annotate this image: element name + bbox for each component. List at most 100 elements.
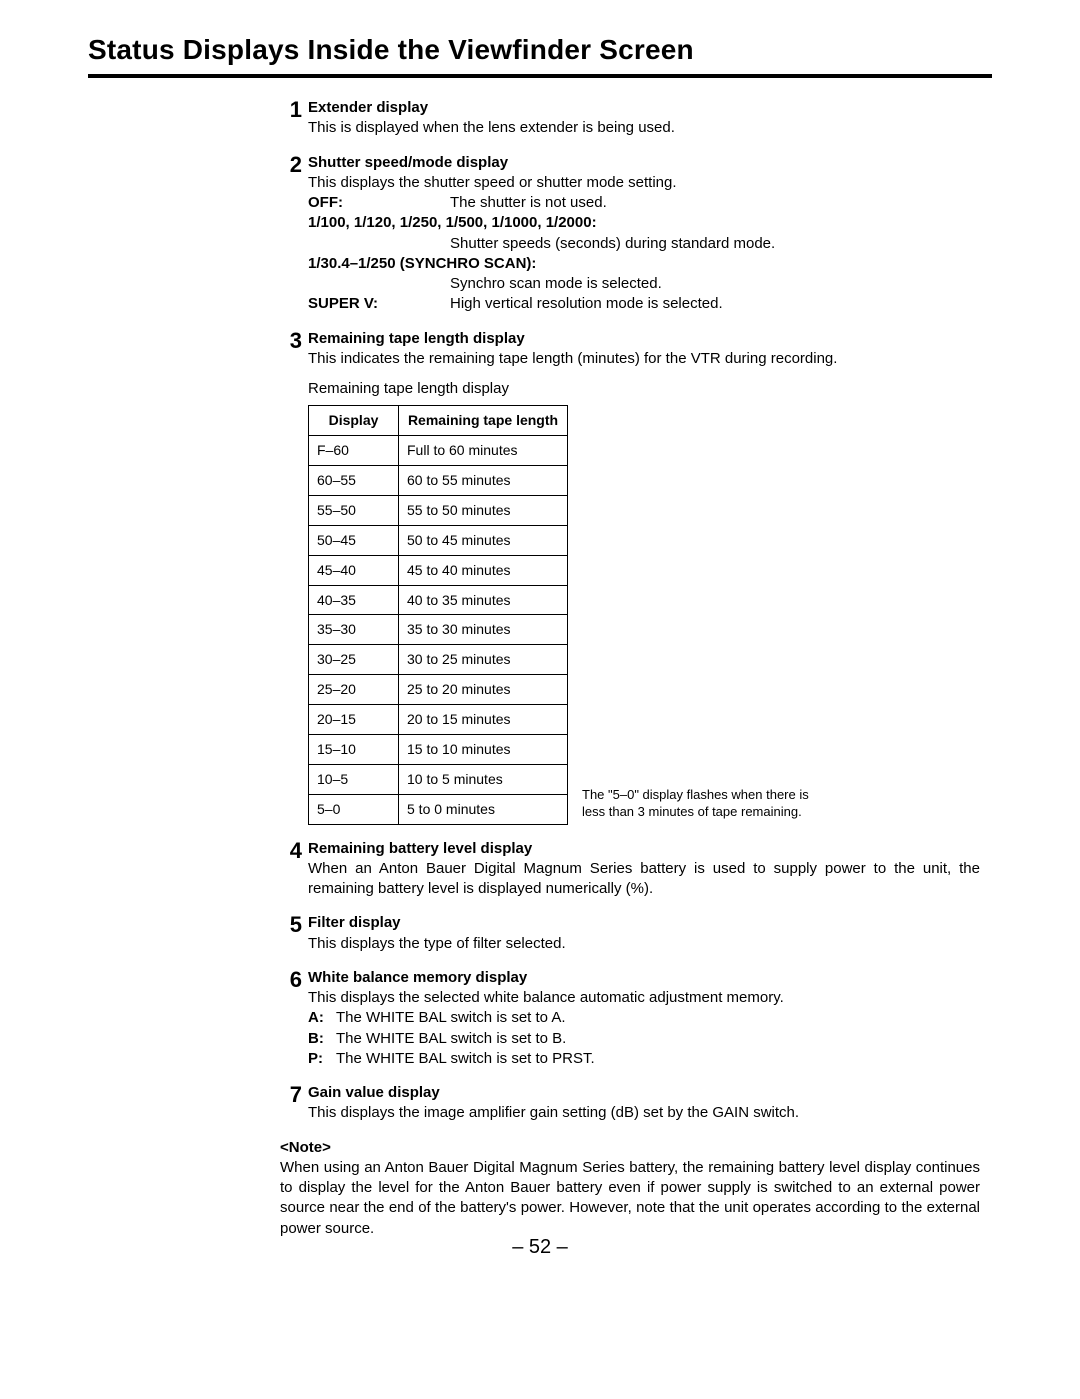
cell-remaining: 45 to 40 minutes [399, 555, 568, 585]
table-caption: Remaining tape length display [308, 379, 980, 399]
section-number: 2 [280, 153, 308, 315]
def-value: Shutter speeds (seconds) during standard… [308, 234, 980, 254]
cell-remaining: 20 to 15 minutes [399, 705, 568, 735]
section-filter-display: 5 Filter display This displays the type … [280, 913, 980, 954]
def-value: High vertical resolution mode is selecte… [450, 294, 980, 314]
tape-table-body: F–60Full to 60 minutes60–5560 to 55 minu… [309, 436, 568, 825]
cell-remaining: 10 to 5 minutes [399, 764, 568, 794]
tape-length-table: Display Remaining tape length F–60Full t… [308, 405, 568, 824]
section-heading: Remaining battery level display [308, 839, 980, 859]
table-row: 20–1520 to 15 minutes [309, 705, 568, 735]
section-battery-display: 4 Remaining battery level display When a… [280, 839, 980, 900]
cell-display: 35–30 [309, 615, 399, 645]
wb-key: A: [308, 1008, 336, 1028]
def-label: 1/30.4–1/250 (SYNCHRO SCAN): [308, 254, 980, 274]
section-text: When an Anton Bauer Digital Magnum Serie… [308, 859, 980, 900]
table-row: 30–2530 to 25 minutes [309, 645, 568, 675]
cell-display: 15–10 [309, 735, 399, 765]
def-row-off: OFF: The shutter is not used. [308, 193, 980, 213]
table-header-remaining: Remaining tape length [399, 406, 568, 436]
table-row: 45–4045 to 40 minutes [309, 555, 568, 585]
wb-val: The WHITE BAL switch is set to A. [336, 1008, 980, 1028]
cell-remaining: 55 to 50 minutes [399, 495, 568, 525]
def-row-synchro: 1/30.4–1/250 (SYNCHRO SCAN): Synchro sca… [308, 254, 980, 295]
table-row: 10–510 to 5 minutes [309, 764, 568, 794]
table-row: F–60Full to 60 minutes [309, 436, 568, 466]
table-row: 50–4550 to 45 minutes [309, 525, 568, 555]
section-heading: Gain value display [308, 1083, 980, 1103]
page-title: Status Displays Inside the Viewfinder Sc… [88, 34, 992, 66]
wb-key: B: [308, 1029, 336, 1049]
cell-remaining: Full to 60 minutes [399, 436, 568, 466]
section-number: 1 [280, 98, 308, 139]
page-number: – 52 – [0, 1236, 1080, 1259]
section-text: This displays the type of filter selecte… [308, 934, 980, 954]
cell-display: 40–35 [309, 585, 399, 615]
note-body: When using an Anton Bauer Digital Magnum… [280, 1159, 980, 1237]
note-block: <Note> When using an Anton Bauer Digital… [280, 1138, 980, 1239]
section-number: 7 [280, 1083, 308, 1124]
section-text: This displays the image amplifier gain s… [308, 1103, 980, 1123]
table-row: 55–5055 to 50 minutes [309, 495, 568, 525]
section-heading: Remaining tape length display [308, 329, 980, 349]
def-label: SUPER V: [308, 294, 450, 314]
section-heading: Extender display [308, 98, 980, 118]
cell-remaining: 35 to 30 minutes [399, 615, 568, 645]
cell-remaining: 25 to 20 minutes [399, 675, 568, 705]
section-shutter-display: 2 Shutter speed/mode display This displa… [280, 153, 980, 315]
note-heading: <Note> [280, 1139, 331, 1156]
cell-display: 55–50 [309, 495, 399, 525]
tape-flash-note: The "5–0" display flashes when there is … [582, 787, 812, 825]
section-heading: White balance memory display [308, 968, 980, 988]
table-row: 40–3540 to 35 minutes [309, 585, 568, 615]
section-heading: Filter display [308, 913, 980, 933]
section-number: 4 [280, 839, 308, 900]
def-label: OFF: [308, 193, 450, 213]
cell-display: 20–15 [309, 705, 399, 735]
table-header-display: Display [309, 406, 399, 436]
wb-val: The WHITE BAL switch is set to PRST. [336, 1049, 980, 1069]
def-row-speeds: 1/100, 1/120, 1/250, 1/500, 1/1000, 1/20… [308, 213, 980, 254]
table-row: 25–2025 to 20 minutes [309, 675, 568, 705]
cell-display: 5–0 [309, 794, 399, 824]
table-row: 60–5560 to 55 minutes [309, 466, 568, 496]
cell-remaining: 60 to 55 minutes [399, 466, 568, 496]
cell-display: 30–25 [309, 645, 399, 675]
cell-display: F–60 [309, 436, 399, 466]
cell-remaining: 30 to 25 minutes [399, 645, 568, 675]
cell-display: 50–45 [309, 525, 399, 555]
wb-row-p: P: The WHITE BAL switch is set to PRST. [308, 1049, 980, 1069]
cell-remaining: 5 to 0 minutes [399, 794, 568, 824]
section-text: This is displayed when the lens extender… [308, 118, 980, 138]
section-number: 3 [280, 329, 308, 825]
section-white-balance: 6 White balance memory display This disp… [280, 968, 980, 1069]
cell-display: 60–55 [309, 466, 399, 496]
title-block: Status Displays Inside the Viewfinder Sc… [88, 34, 992, 78]
section-text: This displays the selected white balance… [308, 988, 980, 1008]
page: Status Displays Inside the Viewfinder Sc… [0, 0, 1080, 1399]
def-value: The shutter is not used. [450, 193, 980, 213]
cell-remaining: 15 to 10 minutes [399, 735, 568, 765]
table-row: 35–3035 to 30 minutes [309, 615, 568, 645]
section-heading: Shutter speed/mode display [308, 153, 980, 173]
cell-display: 25–20 [309, 675, 399, 705]
wb-row-b: B: The WHITE BAL switch is set to B. [308, 1029, 980, 1049]
section-extender-display: 1 Extender display This is displayed whe… [280, 98, 980, 139]
section-number: 6 [280, 968, 308, 1069]
wb-val: The WHITE BAL switch is set to B. [336, 1029, 980, 1049]
section-number: 5 [280, 913, 308, 954]
def-value: Synchro scan mode is selected. [308, 274, 980, 294]
table-row: 5–05 to 0 minutes [309, 794, 568, 824]
cell-remaining: 50 to 45 minutes [399, 525, 568, 555]
wb-key: P: [308, 1049, 336, 1069]
wb-row-a: A: The WHITE BAL switch is set to A. [308, 1008, 980, 1028]
cell-remaining: 40 to 35 minutes [399, 585, 568, 615]
def-row-superv: SUPER V: High vertical resolution mode i… [308, 294, 980, 314]
table-row: 15–1015 to 10 minutes [309, 735, 568, 765]
content: 1 Extender display This is displayed whe… [280, 98, 980, 1124]
section-intro: This displays the shutter speed or shutt… [308, 173, 980, 193]
section-tape-length: 3 Remaining tape length display This ind… [280, 329, 980, 825]
cell-display: 10–5 [309, 764, 399, 794]
section-gain-display: 7 Gain value display This displays the i… [280, 1083, 980, 1124]
section-text: This indicates the remaining tape length… [308, 349, 980, 369]
